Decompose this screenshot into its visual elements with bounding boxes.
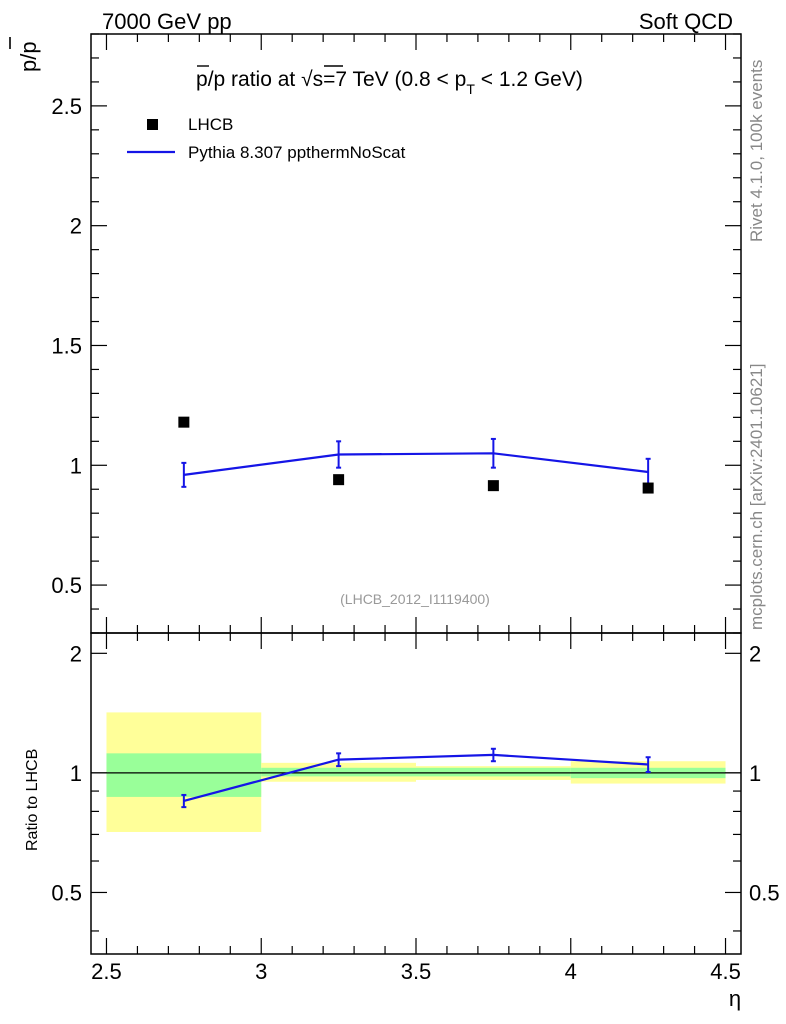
ratio-y-tick-label: 2: [70, 641, 82, 666]
data-point: [642, 482, 654, 494]
ratio-y-tick-label-right: 0.5: [749, 880, 780, 905]
x-tick-label: 4: [565, 959, 577, 984]
main-series: [178, 416, 654, 494]
mcplots-label: mcplots.cern.ch [arXiv:2401.10621]: [747, 364, 766, 630]
data-point: [178, 416, 190, 428]
ratio-band-inner: [261, 767, 416, 777]
x-tick-label: 4.5: [710, 959, 741, 984]
main-y-tick-label: 2: [70, 214, 82, 239]
x-tick-label: 2.5: [91, 959, 122, 984]
ratio-x-tick-labels: 2.5 3 3.5 4 4.5: [91, 959, 741, 984]
ratio-y-axis-label: Ratio to LHCB: [24, 749, 41, 851]
ratio-mc-line: [183, 753, 649, 802]
data-point: [333, 474, 345, 486]
x-axis-label: η: [729, 986, 741, 1011]
ylabel-rest: /p: [16, 41, 41, 59]
header-left-label: 7000 GeV pp: [102, 9, 232, 34]
ratio-band-inner: [106, 753, 262, 797]
legend-mc-label: Pythia 8.307 ppthermNoScat: [188, 143, 406, 162]
title-sqrt: √: [301, 68, 313, 91]
legend-data-marker: [147, 119, 158, 130]
ratio-bands: [106, 712, 726, 832]
main-y-axis-label: p/p: [16, 41, 41, 72]
data-point: [487, 480, 499, 492]
x-tick-label: 3: [255, 959, 267, 984]
main-y-tick-label: 1: [70, 453, 82, 478]
main-y-tick-labels: 0.5 1 1.5 2 2.5: [51, 94, 82, 598]
ratio-y-tick-label: 1: [70, 761, 82, 786]
header-right-label: Soft QCD: [639, 9, 733, 34]
main-y-tick-label: 0.5: [51, 573, 82, 598]
ylabel-pbar: p: [16, 60, 41, 72]
ratio-y-tick-labels: 0.5 0.5 1 1 2 2: [51, 641, 779, 905]
main-panel: 0.5 1 1.5 2 2.5 p/p p/p ratio at √s=7 TeV (0…: [9, 33, 742, 634]
title-pbar: p: [196, 68, 208, 91]
ratio-y-tick-label-right: 1: [749, 761, 761, 786]
main-y-tick-label: 1.5: [51, 333, 82, 358]
main-axis-ticks: [91, 33, 741, 634]
plot-title: p/p ratio at √s=7 TeV (0.8 < pT < 1.2 Ge…: [196, 68, 583, 97]
ratio-frame: [90, 632, 742, 955]
ratio-band-inner: [416, 767, 571, 777]
mc-line: [183, 452, 649, 476]
main-y-tick-label: 2.5: [51, 94, 82, 119]
ratio-y-tick-label: 0.5: [51, 880, 82, 905]
legend: LHCB Pythia 8.307 ppthermNoScat: [127, 115, 406, 162]
ratio-panel: 0.5 0.5 1 1 2 2 2.5 3 3.5 4 4.5 Ratio to LHCB η: [24, 632, 780, 1011]
ratio-series: [181, 747, 651, 809]
x-tick-label: 3.5: [401, 959, 432, 984]
ratio-y-tick-label-right: 2: [749, 641, 761, 666]
rivet-version-label: Rivet 4.1.0, 100k events: [747, 60, 766, 242]
analysis-watermark: (LHCB_2012_I1119400): [340, 591, 490, 607]
legend-data-label: LHCB: [188, 115, 233, 134]
ratio-axis-ticks: [91, 633, 741, 954]
